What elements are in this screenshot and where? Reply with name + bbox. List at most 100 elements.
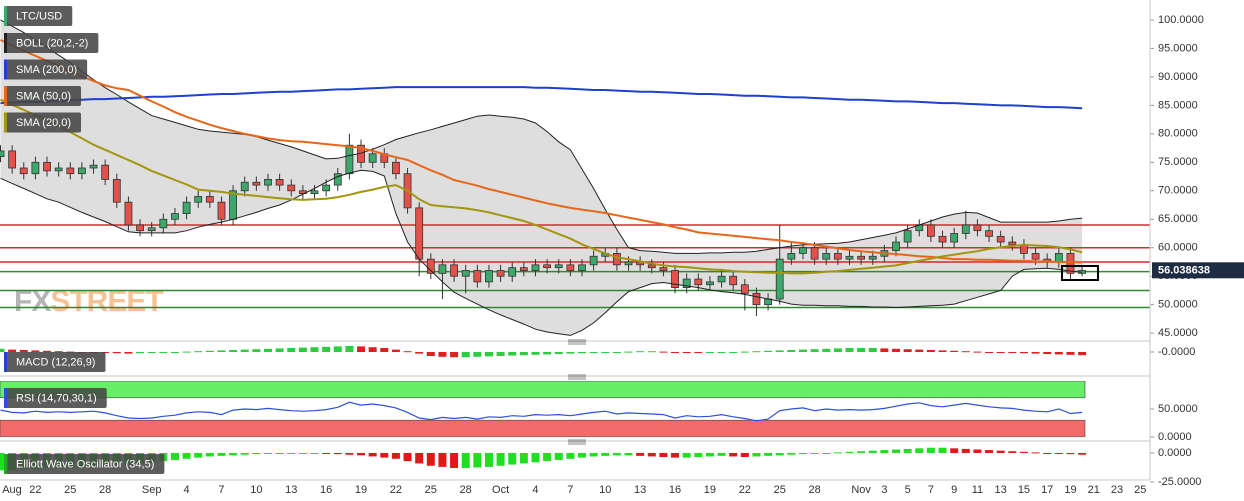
y-tick-label: 50.0000 xyxy=(1158,403,1198,415)
label-text: SMA (200,0) xyxy=(16,64,77,76)
candle-body xyxy=(19,167,28,175)
histogram-bar xyxy=(566,452,575,459)
candle-body xyxy=(752,292,761,306)
indicator-label: MACD (12,26,9) xyxy=(4,352,106,372)
x-tick-label: 5 xyxy=(905,484,911,496)
candle-body xyxy=(43,161,51,172)
candle-body xyxy=(961,224,970,234)
histogram-bar xyxy=(1019,352,1028,354)
histogram-bar xyxy=(903,448,912,453)
label-box xyxy=(4,33,99,53)
x-tick-label: 13 xyxy=(995,484,1007,496)
candle-body xyxy=(903,230,912,243)
candle-body xyxy=(543,264,552,269)
label-box xyxy=(4,352,106,372)
histogram-bar xyxy=(985,352,994,353)
candle-body xyxy=(787,253,796,260)
histogram-bar xyxy=(659,351,668,353)
candle-body xyxy=(310,190,319,195)
histogram-bar xyxy=(973,449,982,453)
panel-grip[interactable] xyxy=(568,339,586,345)
bollinger-line xyxy=(0,169,1083,336)
candle-body xyxy=(996,235,1005,243)
candle-body xyxy=(892,241,900,251)
histogram-bar xyxy=(764,350,773,352)
candle-body xyxy=(1020,244,1028,254)
label-text: Elliott Wave Oscillator (34,5) xyxy=(16,458,154,470)
histogram-bar xyxy=(333,346,342,352)
histogram-bar xyxy=(636,452,645,456)
histogram-bar xyxy=(19,350,28,352)
indicator-label: BOLL (20,2,-2) xyxy=(4,33,99,53)
histogram-bar xyxy=(391,452,400,459)
y-tick-label: 0.0000 xyxy=(1158,431,1192,443)
histogram-bar xyxy=(182,452,191,459)
histogram-bar xyxy=(915,349,924,352)
x-tick-label: Aug xyxy=(2,484,22,496)
histogram-bar xyxy=(833,452,842,454)
x-tick-label: 16 xyxy=(669,484,681,496)
histogram-bar xyxy=(764,452,773,456)
candle-body xyxy=(671,270,679,289)
label-box xyxy=(4,59,88,80)
label-edge xyxy=(4,86,7,106)
histogram-bar xyxy=(252,452,261,455)
histogram-bar xyxy=(647,351,656,353)
y-tick-label: 95.0000 xyxy=(1158,42,1198,54)
candle-body xyxy=(694,278,703,286)
histogram-bar xyxy=(694,452,703,458)
x-tick-label: 11 xyxy=(972,484,983,496)
histogram-bar xyxy=(554,452,563,460)
candle-body xyxy=(938,235,947,243)
candle-body xyxy=(345,144,354,175)
histogram-bar xyxy=(915,448,924,453)
histogram-bar xyxy=(170,452,179,460)
overlay-layer: 45.000050.000055.000060.000065.000070.00… xyxy=(2,6,1244,496)
x-tick-label: 28 xyxy=(460,484,472,496)
histogram-bar xyxy=(415,452,424,464)
histogram-bar xyxy=(0,452,5,471)
histogram-bar xyxy=(1043,452,1052,454)
histogram-bar xyxy=(438,352,447,357)
histogram-bar xyxy=(403,351,412,353)
histogram-bar xyxy=(159,352,168,353)
x-tick-label: 22 xyxy=(29,484,41,496)
histogram-bar xyxy=(229,350,238,352)
histogram-bar xyxy=(543,452,552,462)
histogram-bar xyxy=(1054,452,1063,454)
candle-body xyxy=(519,267,528,271)
candle-body xyxy=(461,270,470,277)
histogram-bar xyxy=(298,452,307,454)
x-tick-label: 19 xyxy=(704,484,716,496)
histogram-bar xyxy=(612,452,621,456)
histogram-bar xyxy=(845,348,854,352)
label-text: RSI (14,70,30,1) xyxy=(16,392,97,404)
histogram-bar xyxy=(310,347,319,352)
x-tick-label: 10 xyxy=(250,484,262,496)
x-tick-label: 23 xyxy=(1111,484,1123,496)
label-edge xyxy=(4,388,7,408)
panel-grip[interactable] xyxy=(568,439,586,445)
label-box xyxy=(4,388,107,408)
candle-body xyxy=(438,264,447,274)
histogram-bar xyxy=(252,349,261,352)
histogram-bar xyxy=(461,452,470,469)
candle-body xyxy=(0,150,5,158)
histogram-bar xyxy=(857,348,866,352)
histogram-bar xyxy=(519,452,528,464)
x-tick-label: Sep xyxy=(142,484,162,496)
bollinger-line xyxy=(0,19,1083,254)
x-tick-label: 25 xyxy=(1134,484,1146,496)
histogram-bar xyxy=(322,452,331,454)
histogram-bar xyxy=(380,348,389,352)
panel-grip[interactable] xyxy=(568,374,586,380)
histogram-bar xyxy=(636,351,645,353)
histogram-bar xyxy=(926,447,935,453)
histogram-bar xyxy=(229,452,238,456)
histogram-bar xyxy=(194,452,203,458)
histogram-bar xyxy=(1066,352,1075,355)
candle-body xyxy=(717,275,726,283)
histogram-bar xyxy=(705,352,714,353)
candle-body xyxy=(89,164,98,169)
histogram-bar xyxy=(578,352,586,354)
